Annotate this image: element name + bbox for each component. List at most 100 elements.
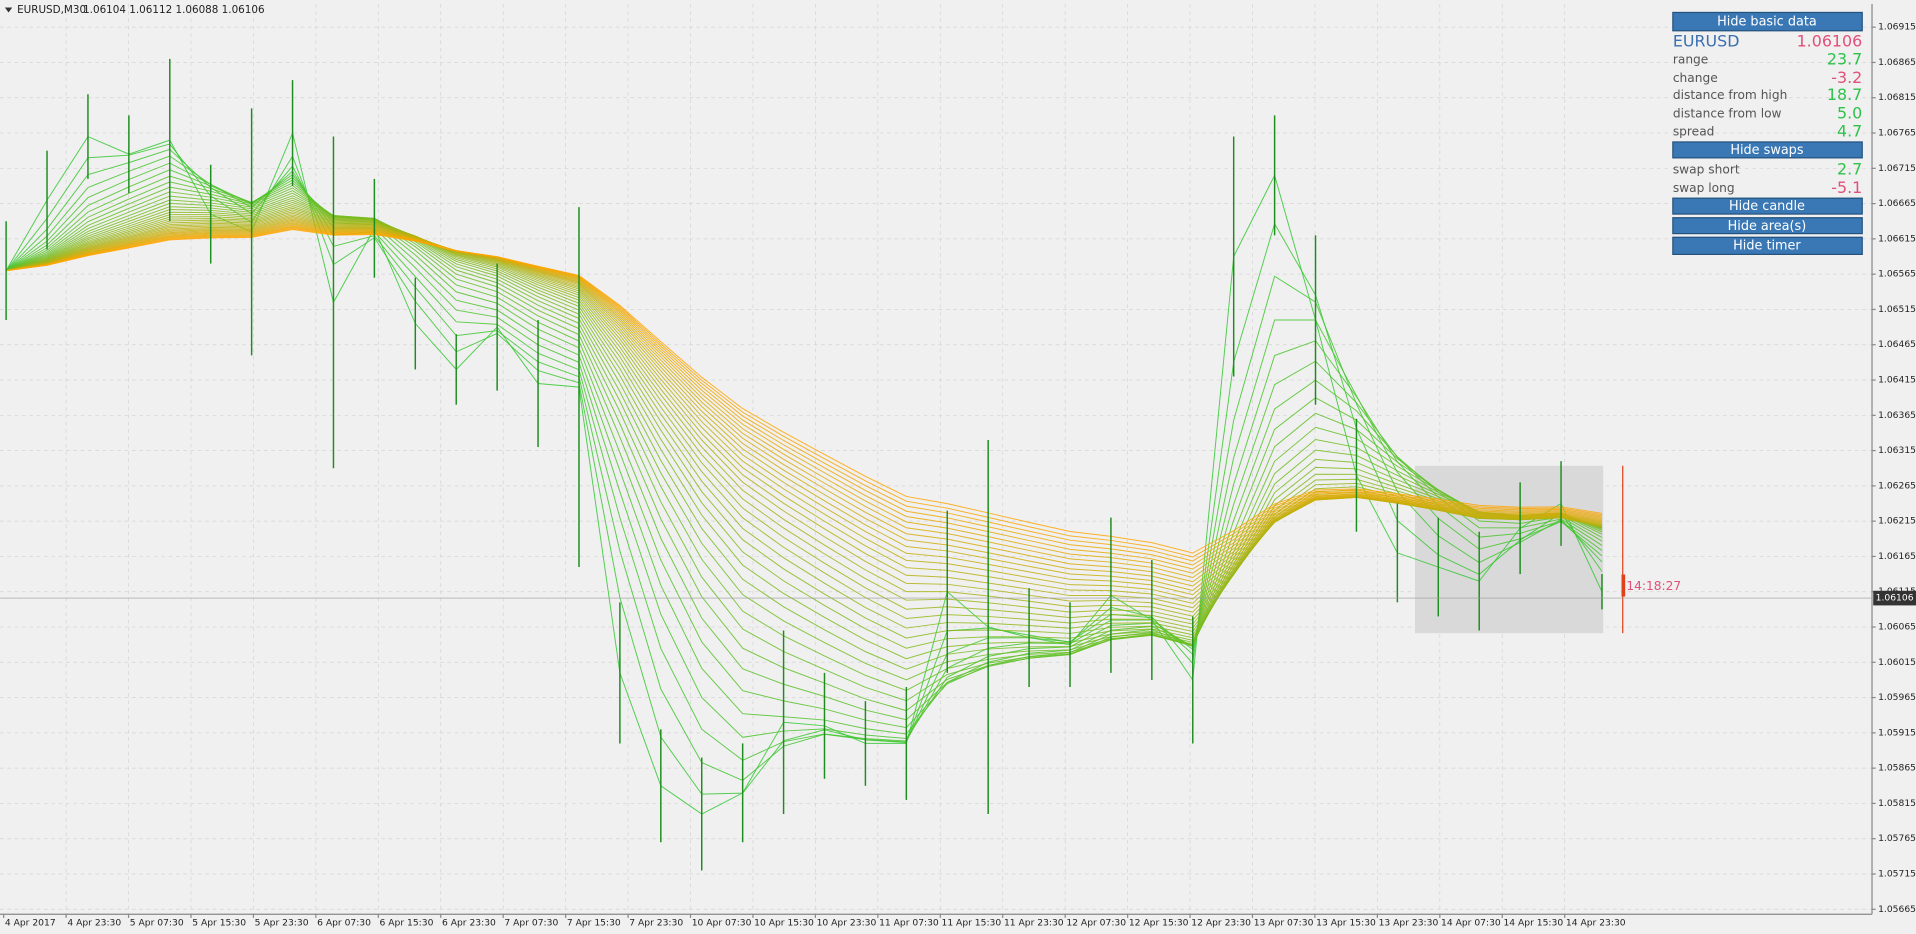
y-tick-label: 1.06315 [1878, 445, 1916, 456]
x-tick-label: 13 Apr 15:30 [1316, 917, 1376, 928]
price-axis [1872, 0, 1916, 934]
row-value: 5.0 [1837, 103, 1862, 122]
ma-line [5, 184, 1603, 712]
price-label-box [1873, 590, 1916, 606]
row-label: distance from high [1673, 88, 1787, 102]
x-tick-label: 13 Apr 23:30 [1379, 917, 1439, 928]
y-tick-label: 1.05915 [1878, 727, 1916, 738]
y-tick-label: 1.06715 [1878, 163, 1916, 174]
y-tick-label: 1.05965 [1878, 692, 1916, 703]
current-candle-body [1621, 574, 1626, 597]
x-tick-label: 14 Apr 23:30 [1566, 917, 1626, 928]
row-label: change [1673, 71, 1718, 85]
row-label: distance from low [1673, 106, 1782, 120]
panel-price: 1.06106 [1797, 31, 1863, 50]
button-label[interactable]: Hide timer [1733, 238, 1801, 253]
ma-line [5, 187, 1603, 702]
y-tick-label: 1.06415 [1878, 375, 1916, 386]
y-tick-label: 1.06515 [1878, 304, 1916, 315]
x-tick-label: 12 Apr 07:30 [1066, 917, 1126, 928]
ma-line [6, 227, 1603, 562]
row-label: range [1673, 53, 1708, 67]
ma-line [5, 192, 1603, 681]
x-tick-label: 10 Apr 23:30 [817, 917, 877, 928]
y-tick-label: 1.06865 [1878, 57, 1916, 68]
ma-line [6, 224, 1603, 574]
ma-line [5, 201, 1603, 639]
x-tick-label: 7 Apr 15:30 [567, 917, 621, 928]
y-tick-label: 1.06215 [1878, 516, 1916, 527]
ma-line [5, 204, 1603, 633]
x-tick-label: 7 Apr 23:30 [629, 917, 683, 928]
x-tick-label: 14 Apr 07:30 [1441, 917, 1501, 928]
y-tick-label: 1.05665 [1878, 904, 1916, 915]
ma-line [6, 222, 1603, 583]
moving-averages [5, 131, 1603, 815]
y-tick-label: 1.06265 [1878, 480, 1916, 491]
button[interactable]: Hide basic data [1672, 11, 1863, 32]
x-tick-label: 14 Apr 15:30 [1503, 917, 1563, 928]
x-tick-label: 6 Apr 15:30 [380, 917, 434, 928]
row-value: -5.1 [1831, 178, 1862, 197]
row-label: spread [1673, 125, 1715, 139]
x-tick-label: 12 Apr 15:30 [1129, 917, 1189, 928]
x-tick-label: 11 Apr 07:30 [879, 917, 939, 928]
x-tick-label: 6 Apr 07:30 [317, 917, 371, 928]
ma-line [5, 190, 1603, 692]
y-tick-label: 1.06815 [1878, 92, 1916, 103]
y-tick-label: 1.06165 [1878, 551, 1916, 562]
x-tick-label: 5 Apr 15:30 [192, 917, 246, 928]
row-value: 2.7 [1837, 160, 1862, 179]
ma-line [5, 131, 1603, 815]
ma-line [5, 197, 1603, 660]
y-tick-label: 1.06615 [1878, 233, 1916, 244]
button-label[interactable]: Hide swaps [1730, 143, 1804, 158]
ma-line [5, 175, 1603, 729]
y-tick-label: 1.05815 [1878, 798, 1916, 809]
x-tick-label: 5 Apr 23:30 [255, 917, 309, 928]
y-tick-label: 1.06765 [1878, 128, 1916, 139]
button-label[interactable]: Hide area(s) [1728, 219, 1807, 234]
x-tick-label: 12 Apr 23:30 [1191, 917, 1251, 928]
ma-line [5, 195, 1603, 670]
ma-line [5, 181, 1603, 721]
ma-line [5, 205, 1603, 629]
y-tick-label: 1.06065 [1878, 622, 1916, 633]
ma-line [6, 228, 1603, 558]
ma-line [6, 229, 1603, 554]
panel-symbol: EURUSD [1673, 31, 1740, 50]
y-tick-label: 1.05715 [1878, 869, 1916, 880]
x-tick-label: 5 Apr 07:30 [130, 917, 184, 928]
row-value: 18.7 [1827, 85, 1862, 104]
row-value: 4.7 [1837, 122, 1862, 141]
y-tick-label: 1.05865 [1878, 763, 1916, 774]
button[interactable]: Hide area(s) [1672, 217, 1863, 235]
ma-line [6, 223, 1603, 578]
menu-arrow[interactable] [4, 7, 13, 13]
x-tick-label: 4 Apr 23:30 [67, 917, 121, 928]
button[interactable]: Hide candle [1672, 197, 1863, 215]
x-tick-label: 7 Apr 07:30 [504, 917, 558, 928]
button-label[interactable]: Hide basic data [1717, 15, 1817, 30]
row-label: swap short [1673, 163, 1740, 177]
grid [0, 3, 1873, 915]
y-tick-label: 1.06015 [1878, 657, 1916, 668]
y-tick-label: 1.06365 [1878, 410, 1916, 421]
timer: 14:18:27 [1626, 579, 1681, 593]
button[interactable]: Hide timer [1672, 236, 1863, 255]
x-tick-label: 11 Apr 15:30 [942, 917, 1002, 928]
button[interactable]: Hide swaps [1672, 141, 1863, 159]
symbol: EURUSD,M30 [17, 4, 86, 16]
ma-line [5, 169, 1603, 735]
ma-line [6, 225, 1603, 570]
x-tick-label: 11 Apr 23:30 [1004, 917, 1064, 928]
quote: 1.06104 1.06112 1.06088 1.06106 [83, 4, 265, 16]
button-label[interactable]: Hide candle [1729, 199, 1805, 214]
y-tick-label: 1.05765 [1878, 833, 1916, 844]
x-tick-label: 4 Apr 2017 [5, 917, 56, 928]
y-tick-label: 1.06665 [1878, 198, 1916, 209]
ma-line [5, 162, 1603, 740]
y-tick-label: 1.06465 [1878, 339, 1916, 350]
